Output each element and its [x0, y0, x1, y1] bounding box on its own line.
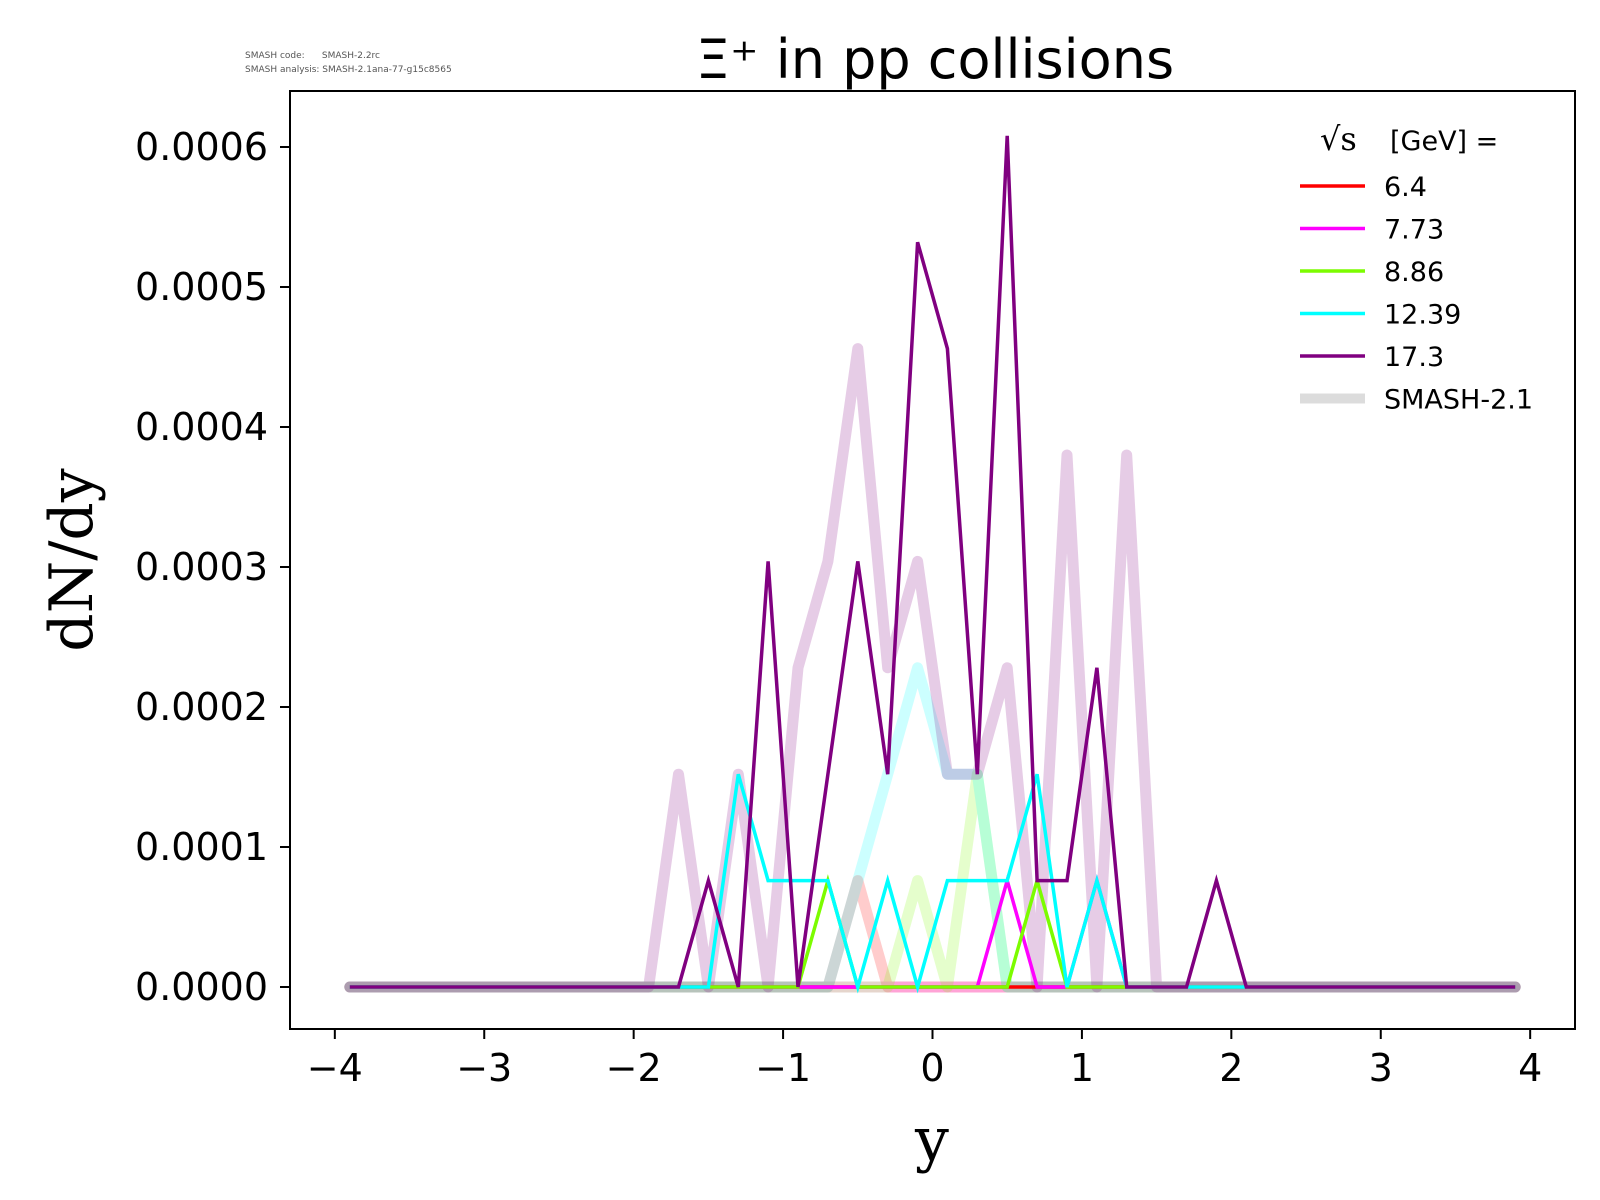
x-tick-label: 4 [1518, 1046, 1542, 1090]
x-axis: −4 −3 −2 −1 0 1 2 3 4 [307, 1029, 1542, 1090]
x-tick-label: 2 [1219, 1046, 1243, 1090]
x-axis-label: y [914, 1105, 949, 1175]
legend-title-sqrt: √s [1320, 120, 1357, 158]
y-axis: 0.0000 0.0001 0.0002 0.0003 0.0004 0.0005 0.00… [135, 125, 290, 1009]
series-lines [349, 135, 1516, 994]
x-tick-label: 0 [920, 1046, 944, 1090]
legend-label: 8.86 [1384, 257, 1444, 288]
meta-analysis-text: SMASH analysis: SMASH-2.1ana-77-g15c8565 [245, 65, 452, 75]
legend-label: 17.3 [1384, 342, 1444, 373]
y-tick-label: 0.0001 [135, 825, 268, 869]
reference-lines [344, 343, 1521, 993]
reference-line-4 [344, 343, 1521, 993]
y-tick-label: 0.0006 [135, 125, 268, 169]
x-tick-label: −1 [755, 1046, 811, 1090]
x-tick-label: −3 [456, 1046, 512, 1090]
plot-area [344, 135, 1521, 994]
legend-label: 12.39 [1384, 300, 1461, 331]
x-tick-label: 3 [1369, 1046, 1393, 1090]
x-tick-label: −2 [606, 1046, 662, 1090]
series-line-12.39 [349, 773, 1516, 994]
legend-label: 7.73 [1384, 215, 1444, 246]
y-tick-label: 0.0005 [135, 265, 268, 309]
series-line-17.3 [349, 135, 1516, 989]
meta-code-text: SMASH code: SMASH-2.2rc [245, 51, 380, 61]
y-axis-label: dN/dy [37, 468, 107, 652]
y-tick-label: 0.0004 [135, 405, 268, 449]
reference-line-2 [344, 768, 1521, 993]
legend-entries: 6.4 7.73 8.86 12.39 17.3 SMASH-2.1 [1300, 172, 1533, 416]
chart-title: Ξ⁺ in pp collisions [696, 28, 1174, 91]
x-tick-label: −4 [307, 1046, 363, 1090]
y-tick-label: 0.0002 [135, 685, 268, 729]
plot-frame [289, 90, 1576, 1030]
x-tick-label: 1 [1070, 1046, 1094, 1090]
y-tick-label: 0.0000 [135, 965, 268, 1009]
legend: √s [GeV] = 6.4 7.73 8.86 12.39 17.3 SMASH-2.1 [1300, 120, 1533, 416]
y-tick-label: 0.0003 [135, 545, 268, 589]
legend-label: 6.4 [1384, 172, 1427, 203]
legend-title: [GeV] = [1390, 126, 1498, 157]
legend-label: SMASH-2.1 [1384, 385, 1533, 416]
